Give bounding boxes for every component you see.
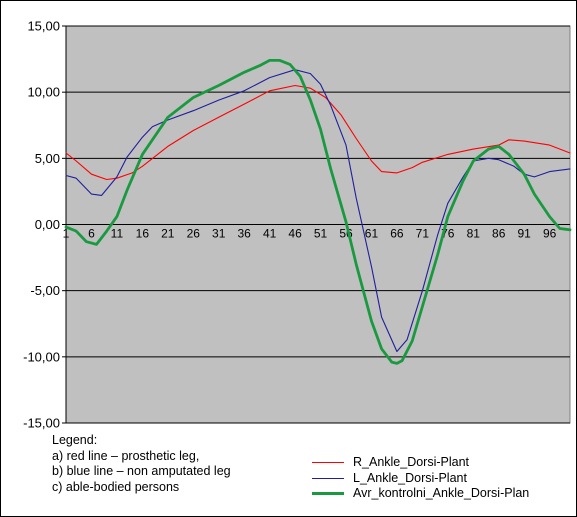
x-tick-label: 11 bbox=[111, 227, 124, 241]
x-tick-label: 6 bbox=[88, 227, 95, 241]
legend-label-r-ankle: R_Ankle_Dorsi-Plant bbox=[353, 455, 470, 469]
x-tick-label: 26 bbox=[187, 227, 201, 241]
legend-note-blue: b) blue line – non amputated leg bbox=[52, 464, 231, 478]
x-tick-label: 96 bbox=[543, 227, 557, 241]
x-tick-label: 66 bbox=[390, 227, 404, 241]
y-tick-label: 5,00 bbox=[35, 151, 60, 166]
legend-note-green: c) able-bodied persons bbox=[52, 479, 180, 494]
series-line-l-ankle-dorsi-plant bbox=[65, 69, 571, 353]
legend-swatch-avr-kontrolni bbox=[312, 492, 344, 496]
x-tick-label: 36 bbox=[238, 227, 252, 241]
x-tick-label: 91 bbox=[518, 227, 532, 241]
x-tick-label: 46 bbox=[288, 227, 302, 241]
y-tick-label: 10,00 bbox=[27, 85, 60, 100]
y-tick-label: -5,00 bbox=[30, 283, 60, 298]
legend-entry-avr-kontrolni: Avr_kontrolni_Ankle_Dorsi-Plan bbox=[312, 486, 529, 502]
x-tick-label: 16 bbox=[136, 227, 150, 241]
legend-entry-l-ankle: L_Ankle_Dorsi-Plant bbox=[312, 471, 529, 487]
series-line-avr-kontrolni-ankle-dorsi-plan bbox=[64, 59, 572, 365]
legend-entry-r-ankle: R_Ankle_Dorsi-Plant bbox=[312, 455, 529, 471]
y-tick-label: 15,00 bbox=[27, 19, 60, 34]
x-tick-label: 21 bbox=[161, 227, 175, 241]
legend-label-avr-kontrolni: Avr_kontrolni_Ankle_Dorsi-Plan bbox=[353, 486, 530, 500]
legend-notes: Legend: a) red line – prosthetic leg, b)… bbox=[52, 433, 231, 495]
legend-label-l-ankle: L_Ankle_Dorsi-Plant bbox=[353, 470, 467, 485]
x-tick-label: 51 bbox=[314, 227, 328, 241]
x-tick-label: 41 bbox=[263, 227, 277, 241]
x-tick-label: 31 bbox=[212, 227, 226, 241]
legend-note-red: a) red line – prosthetic leg, bbox=[52, 448, 200, 463]
y-tick-label: -10,00 bbox=[23, 349, 60, 364]
x-tick-label: 86 bbox=[492, 227, 506, 241]
x-tick-label: 61 bbox=[365, 227, 379, 241]
x-tick-label: 71 bbox=[416, 227, 430, 241]
legend-heading: Legend: bbox=[52, 433, 98, 447]
legend: R_Ankle_Dorsi-Plant L_Ankle_Dorsi-Plant … bbox=[312, 455, 529, 502]
x-tick-label: 1 bbox=[63, 227, 70, 241]
y-tick-label: -15,00 bbox=[23, 416, 60, 431]
x-tick-label: 81 bbox=[467, 227, 481, 241]
legend-swatch-r-ankle bbox=[312, 462, 344, 464]
legend-swatch-l-ankle bbox=[312, 477, 344, 479]
y-tick-label: 0,00 bbox=[35, 217, 60, 232]
series-line-r-ankle-dorsi-plant bbox=[65, 84, 571, 181]
